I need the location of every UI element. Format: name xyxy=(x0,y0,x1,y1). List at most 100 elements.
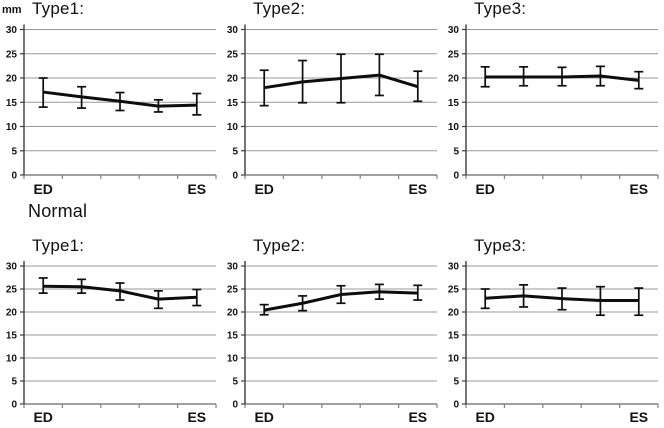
y-tick-label: 25 xyxy=(227,49,239,60)
y-tick-label: 5 xyxy=(11,377,17,388)
y-tick-label: 5 xyxy=(232,146,238,157)
x-tick-label: ES xyxy=(408,181,427,197)
y-tick-label: 0 xyxy=(11,400,17,411)
y-tick-label: 15 xyxy=(227,98,239,109)
x-tick-label: ED xyxy=(254,181,273,197)
y-tick-label: 25 xyxy=(448,49,460,60)
y-tick-label: 30 xyxy=(227,25,239,36)
chart-type3-top-plot: 0 5 10 15 20 25 30 ED ES xyxy=(448,24,659,197)
y-tick-label: 0 xyxy=(453,171,459,182)
y-tick-label: 0 xyxy=(11,171,17,182)
y-tick-label: 5 xyxy=(453,377,459,388)
y-tick-label: 10 xyxy=(6,354,18,365)
y-tick-label: 5 xyxy=(232,377,238,388)
x-tick-label: ED xyxy=(33,181,52,197)
x-tick-labels: ED ES xyxy=(475,181,648,197)
x-tick-labels: ED ES xyxy=(33,409,206,425)
chart-title: Type3: xyxy=(474,0,527,18)
y-tick-labels: 0 5 10 15 20 25 30 xyxy=(6,25,18,182)
gridlines xyxy=(466,29,658,152)
series-line xyxy=(43,90,197,108)
gridlines xyxy=(245,265,437,382)
chart-type3-normal-plot: 0 5 10 15 20 25 30 ED ES xyxy=(448,261,659,425)
error-bars xyxy=(38,77,202,116)
chart-type2-normal: Type2: 0 5 10 15 20 25 30 ED ES xyxy=(221,214,442,428)
chart-type3-normal: Type3: 0 5 10 15 20 25 30 ED ES xyxy=(442,214,663,428)
y-tick-label: 0 xyxy=(232,171,238,182)
x-tick-label: ED xyxy=(475,181,494,197)
x-tick-label: ES xyxy=(408,409,427,425)
section-label-normal: Normal xyxy=(28,201,88,221)
y-tick-labels: 0 5 10 15 20 25 30 xyxy=(6,262,18,411)
chart-type1-top: Type1: 0 5 10 15 20 25 30 ED ES xyxy=(0,0,221,214)
y-tick-label: 15 xyxy=(448,98,460,109)
y-tick-label: 25 xyxy=(227,285,239,296)
y-tick-label: 0 xyxy=(232,400,238,411)
chart-type3-top: Type3: 0 5 10 15 20 25 30 ED ES xyxy=(442,0,663,214)
y-tick-label: 25 xyxy=(448,285,460,296)
y-tick-label: 30 xyxy=(6,25,18,36)
axes xyxy=(241,24,438,179)
x-tick-label: ED xyxy=(254,409,273,425)
x-tick-labels: ED ES xyxy=(254,409,427,425)
y-tick-label: 20 xyxy=(448,74,460,85)
x-tick-label: ES xyxy=(629,409,648,425)
x-tick-labels: ED ES xyxy=(254,181,427,197)
y-tick-label: 10 xyxy=(448,354,460,365)
y-tick-label: 10 xyxy=(448,122,460,133)
series-line xyxy=(485,74,639,82)
y-tick-label: 20 xyxy=(6,74,18,85)
y-tick-label: 0 xyxy=(453,400,459,411)
gridlines xyxy=(466,265,658,382)
y-tick-label: 20 xyxy=(6,308,18,319)
chart-title: Type1: xyxy=(32,236,85,255)
gridlines xyxy=(24,265,216,382)
error-bars xyxy=(38,277,202,310)
y-tick-label: 15 xyxy=(6,331,18,342)
chart-title: Type2: xyxy=(253,236,306,255)
y-tick-labels: 0 5 10 15 20 25 30 xyxy=(448,262,460,411)
axes xyxy=(20,24,217,179)
axes xyxy=(20,261,217,408)
x-tick-labels: ED ES xyxy=(475,409,648,425)
y-tick-labels: 0 5 10 15 20 25 30 xyxy=(448,25,460,182)
y-tick-label: 20 xyxy=(227,308,239,319)
y-tick-label: 20 xyxy=(448,308,460,319)
axes xyxy=(462,24,659,179)
y-tick-labels: 0 5 10 15 20 25 30 xyxy=(227,25,239,182)
y-tick-label: 10 xyxy=(227,354,239,365)
series-line xyxy=(263,290,418,312)
y-tick-label: 10 xyxy=(227,122,239,133)
y-tick-label: 30 xyxy=(448,262,460,273)
axes xyxy=(241,261,438,408)
chart-type1-normal-plot: 0 5 10 15 20 25 30 ED ES xyxy=(6,261,217,425)
chart-type2-top: Type2: 0 5 10 15 20 25 30 ED ES xyxy=(221,0,442,214)
chart-type2-top-plot: 0 5 10 15 20 25 30 ED ES xyxy=(227,24,438,197)
x-tick-labels: ED ES xyxy=(33,181,206,197)
x-tick-label: ES xyxy=(187,409,206,425)
chart-title: Type2: xyxy=(253,0,306,18)
chart-type2-normal-plot: 0 5 10 15 20 25 30 ED ES xyxy=(227,261,438,425)
y-tick-labels: 0 5 10 15 20 25 30 xyxy=(227,262,239,411)
y-tick-label: 20 xyxy=(227,74,239,85)
series-line xyxy=(485,294,639,302)
chart-type1-normal: Type1: 0 5 10 15 20 25 30 ED ES xyxy=(0,214,221,428)
series-line xyxy=(43,284,197,301)
x-tick-label: ES xyxy=(629,181,648,197)
y-tick-label: 15 xyxy=(448,331,460,342)
y-tick-label: 25 xyxy=(6,285,18,296)
gridlines xyxy=(245,29,437,152)
y-tick-label: 15 xyxy=(6,98,18,109)
y-tick-label: 30 xyxy=(6,262,18,273)
x-tick-label: ED xyxy=(475,409,494,425)
x-tick-label: ES xyxy=(187,181,206,197)
axes xyxy=(462,261,659,408)
y-tick-label: 10 xyxy=(6,122,18,133)
series-line xyxy=(263,73,419,90)
y-tick-label: 5 xyxy=(11,146,17,157)
y-tick-label: 5 xyxy=(453,146,459,157)
gridlines xyxy=(24,29,216,152)
y-tick-label: 30 xyxy=(448,25,460,36)
chart-title: Type3: xyxy=(474,236,527,255)
